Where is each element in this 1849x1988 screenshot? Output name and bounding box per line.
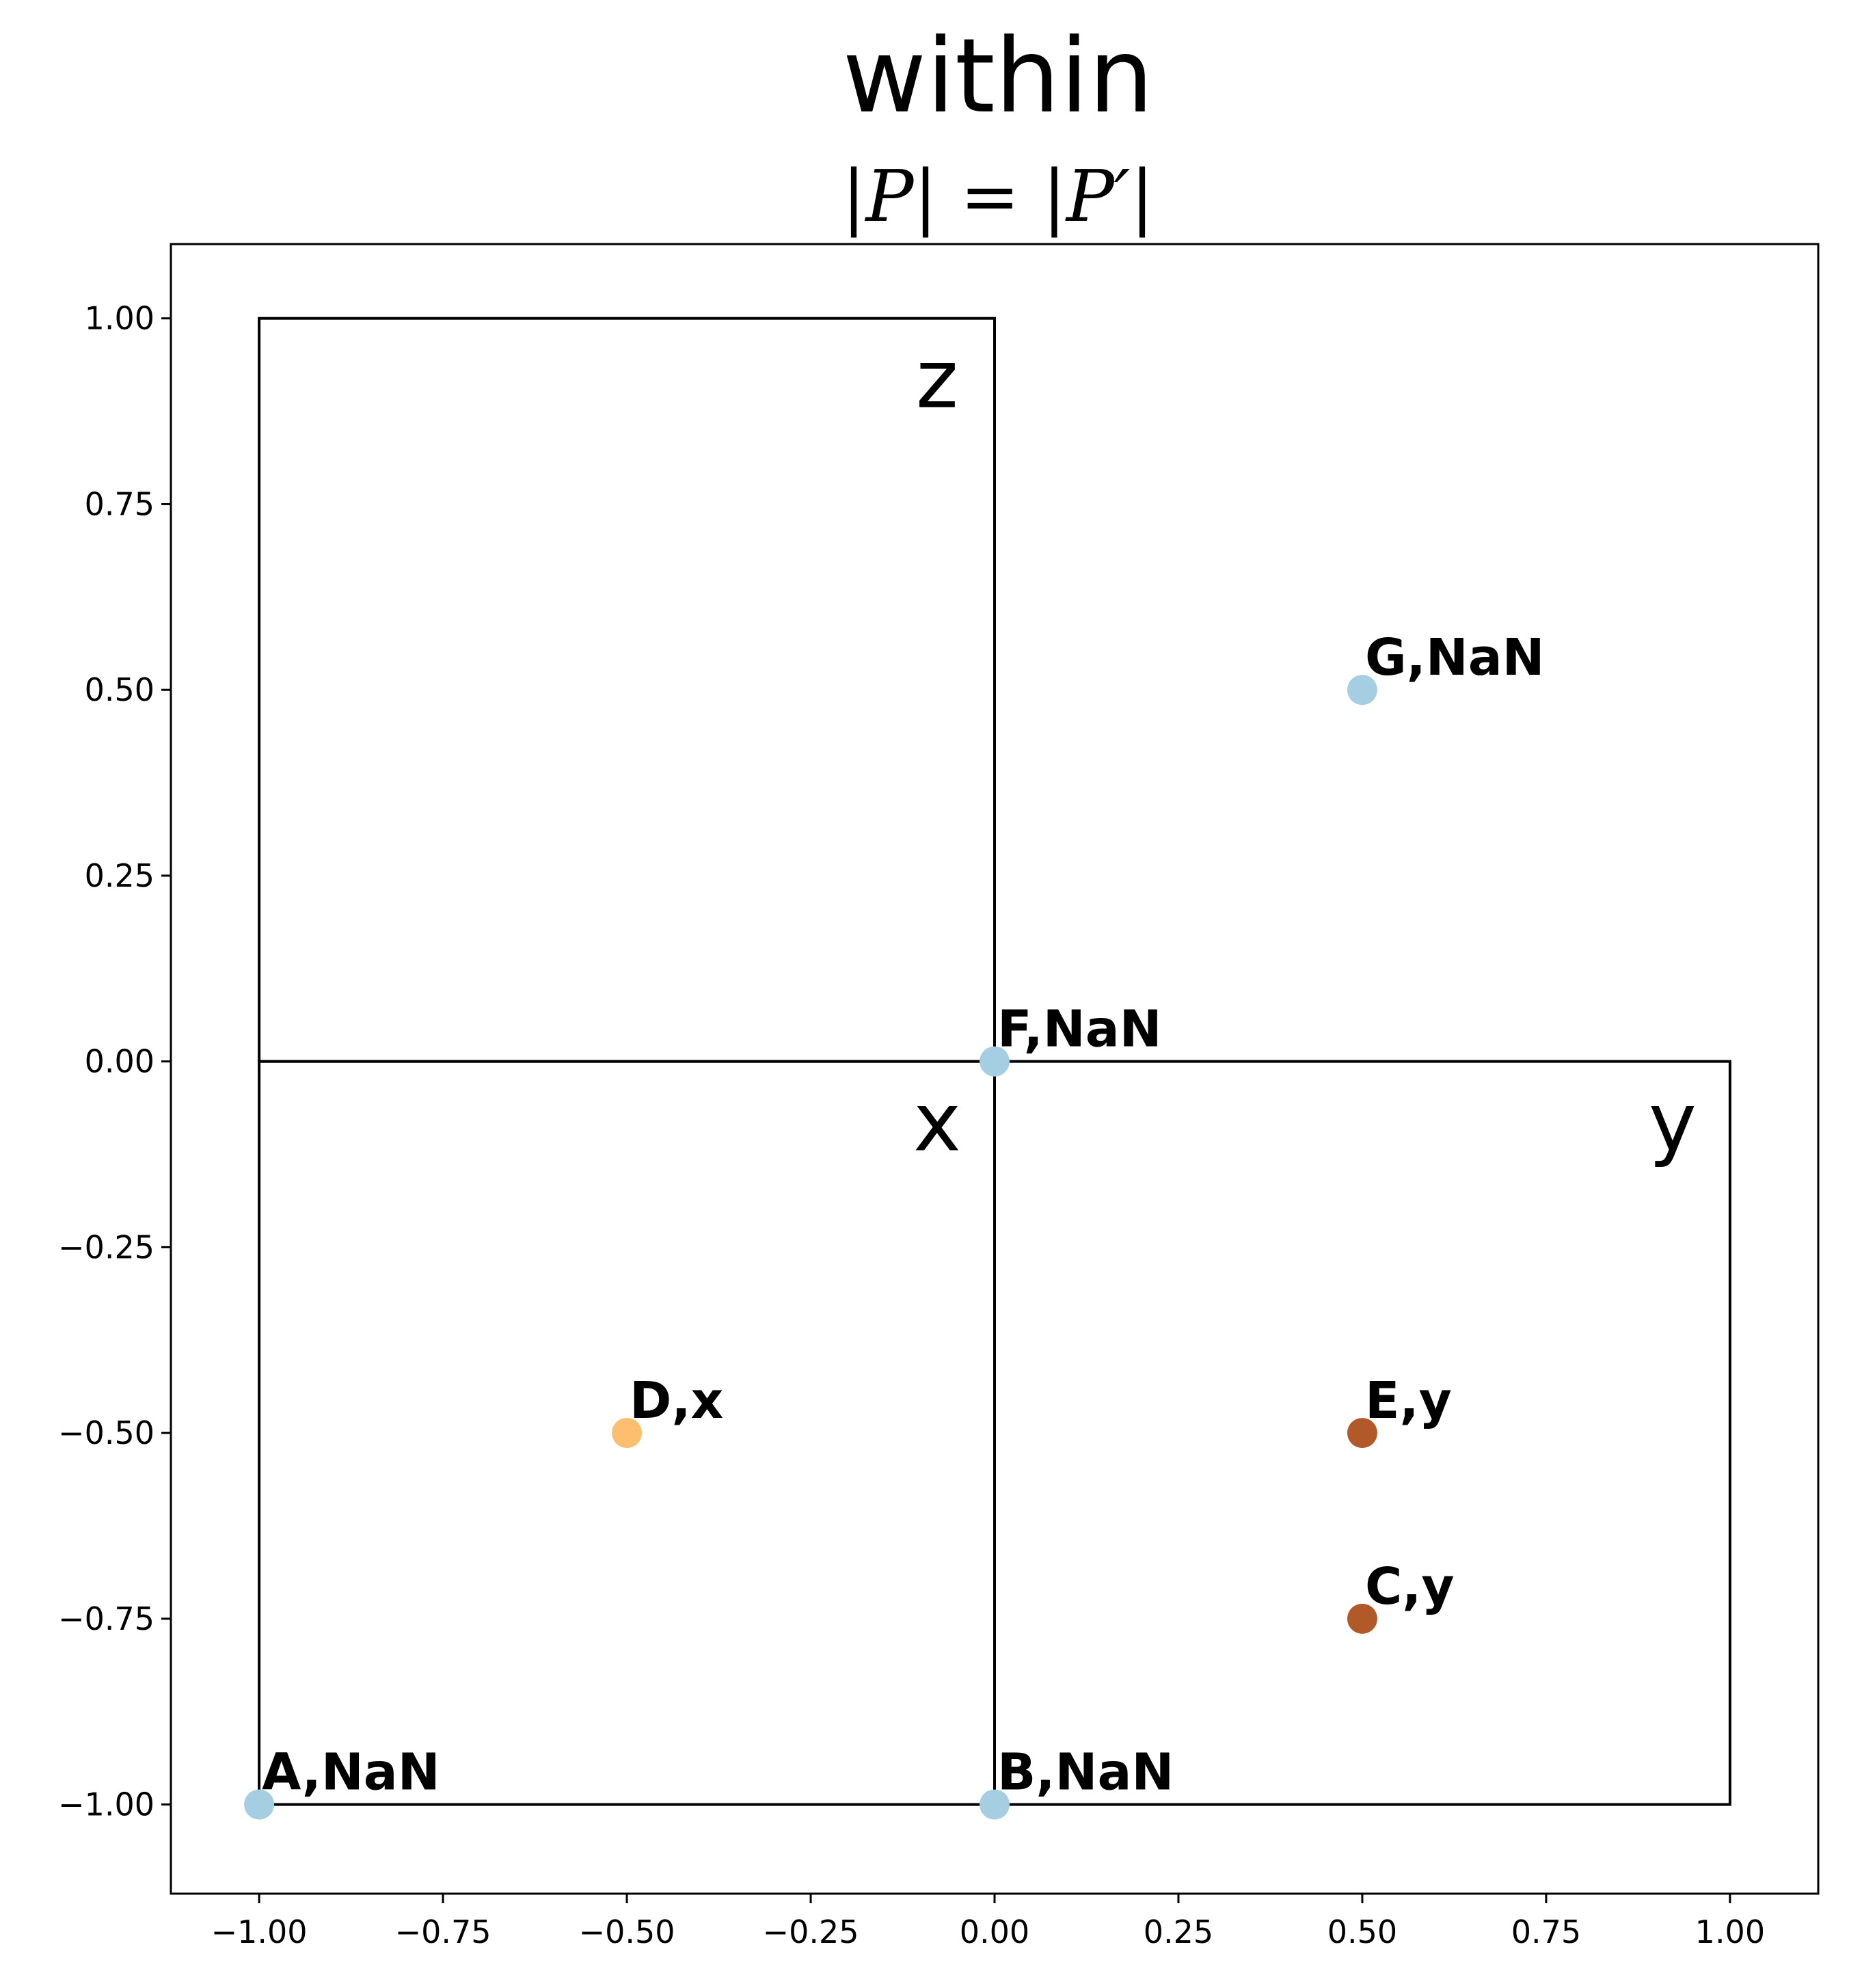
- y-tick-label: 0.25: [85, 857, 154, 894]
- point-label: D,x: [630, 1371, 723, 1430]
- chart-title: within: [843, 17, 1154, 136]
- point-label: F,NaN: [997, 1000, 1162, 1059]
- y-tick-label: −1.00: [58, 1786, 154, 1823]
- region-x-label: x: [913, 1075, 961, 1170]
- region-z-label: z: [916, 332, 958, 427]
- x-tick-label: 0.00: [960, 1913, 1029, 1950]
- point-label: B,NaN: [997, 1743, 1174, 1802]
- y-tick-label: 0.00: [85, 1043, 154, 1080]
- point-marker: [1347, 1418, 1377, 1449]
- point-marker: [980, 1789, 1010, 1820]
- region-y-box: [993, 1060, 1731, 1806]
- point-label: E,y: [1365, 1371, 1452, 1430]
- x-tick-label: −0.75: [395, 1913, 491, 1950]
- y-tick-label: 0.75: [85, 485, 154, 522]
- region-z-box: [258, 317, 996, 1063]
- point-label: C,y: [1365, 1557, 1455, 1616]
- y-tick-label: −0.25: [58, 1228, 154, 1265]
- x-tick-label: −0.50: [579, 1913, 675, 1950]
- point-marker: [1347, 675, 1377, 706]
- y-tick-label: −0.75: [58, 1600, 154, 1637]
- point-layer: A,NaN B,NaN C,y D,x E,y F,NaN G,NaN: [244, 628, 1545, 1820]
- x-tick-label: −1.00: [211, 1913, 308, 1950]
- point-marker: [612, 1418, 643, 1449]
- point-label: G,NaN: [1365, 628, 1545, 687]
- x-tick-label: −0.25: [763, 1913, 859, 1950]
- region-layer: z x y: [258, 317, 1731, 1806]
- region-y-label: y: [1649, 1075, 1697, 1170]
- y-tick-label: 0.50: [85, 671, 154, 708]
- y-tick-label: −0.50: [58, 1414, 154, 1451]
- axes: −1.00 −0.75 −0.50 −0.25 0.00 0.25 0.50 0.75 1.00…: [58, 243, 1820, 1950]
- point-marker: [980, 1046, 1010, 1077]
- point-marker: [244, 1789, 275, 1820]
- point-label: A,NaN: [262, 1743, 440, 1802]
- y-tick-label: 1.00: [85, 300, 154, 337]
- x-tick-label: 1.00: [1695, 1913, 1765, 1950]
- chart-subtitle: |P| = |P′|: [842, 155, 1155, 238]
- x-tick-label: 0.50: [1327, 1913, 1397, 1950]
- x-tick-label: 0.25: [1144, 1913, 1213, 1950]
- point-marker: [1347, 1603, 1377, 1634]
- x-tick-label: 0.75: [1511, 1913, 1581, 1950]
